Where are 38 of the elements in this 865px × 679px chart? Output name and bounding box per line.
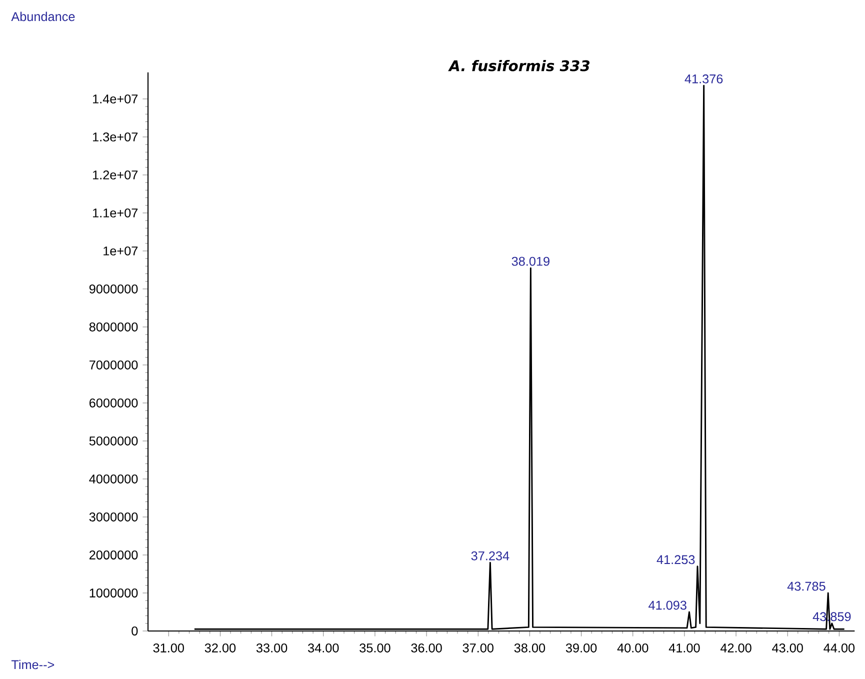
y-tick-label: 4000000 — [89, 474, 138, 484]
x-tick-label: 34.00 — [308, 643, 339, 652]
y-axis-title: Abundance — [11, 12, 75, 22]
y-tick-label: 5000000 — [89, 436, 138, 446]
chart-title: A. fusiformis 333 — [448, 60, 590, 72]
y-tick-label: 0 — [132, 626, 138, 636]
y-tick-label: 6000000 — [90, 398, 138, 408]
y-tick-label: 7000000 — [90, 360, 138, 370]
x-tick-label: 33.00 — [256, 643, 288, 652]
y-tick-label: 3000000 — [89, 512, 138, 522]
x-tick-label: 35.00 — [360, 643, 390, 652]
x-axis-title: Time--> — [11, 660, 54, 670]
x-tick-label: 40.00 — [617, 643, 648, 652]
y-tick-label: 2000000 — [90, 550, 138, 560]
x-tick-label: 37.00 — [462, 643, 494, 652]
x-tick-label: 41.00 — [668, 643, 700, 652]
y-tick-label: 1.4e+07 — [93, 94, 138, 104]
y-tick-label: 8000000 — [89, 322, 138, 332]
y-tick-label: 1000000 — [90, 588, 138, 598]
annotation: 41.376 — [684, 74, 723, 84]
annotation: 38.019 — [512, 256, 550, 266]
y-tick-label: 1.3e+07 — [93, 132, 138, 142]
annotation: 37.234 — [471, 551, 510, 560]
x-tick-label: 36.00 — [411, 643, 442, 652]
x-tick-label: 38.00 — [514, 643, 546, 652]
y-tick-label: 9000000 — [89, 284, 138, 294]
annotation: 41.093 — [648, 600, 686, 610]
x-tick-label: 42.00 — [720, 643, 752, 652]
y-tick-label: 1.1e+07 — [93, 208, 138, 218]
x-tick-label: 44.00 — [824, 643, 855, 652]
y-tick-label: 1.2e+07 — [93, 170, 138, 180]
x-tick-label: 39.00 — [566, 643, 597, 652]
y-tick-label: 1e+07 — [104, 246, 138, 256]
x-tick-label: 32.00 — [204, 643, 236, 652]
x-tick-label: 31.00 — [153, 643, 184, 652]
annotation: 43.785 — [787, 582, 826, 591]
x-tick-label: 43.00 — [772, 643, 803, 652]
annotation: 41.253 — [656, 555, 695, 564]
